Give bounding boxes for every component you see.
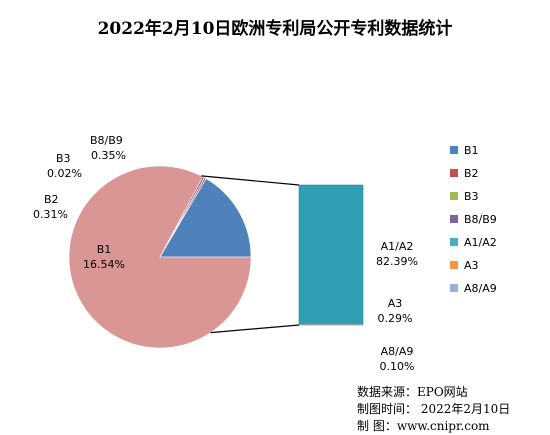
data-label-b1-value: 16.54% [83, 258, 125, 271]
legend-label-a8-a9: A8/A9 [464, 282, 497, 295]
legend-label-a3: A3 [464, 259, 479, 272]
legend-label-b3: B3 [464, 190, 479, 203]
legend-label-a1-a2: A1/A2 [464, 236, 497, 249]
data-label-b2-value: 0.31% [33, 208, 68, 221]
data-label-b8-b9-name: B8/B9 [90, 134, 123, 147]
plot-area: B1 16.54% B2 0.31% B3 0.02% B8/B9 0.35% A1/A2 82.… [33, 134, 418, 373]
source-note: 数据来源：EPO网站 制图时间： 2022年2月10日 制 图：www.cnip… [357, 384, 510, 433]
legend-label-b2: B2 [464, 167, 479, 180]
data-label-b3-name: B3 [56, 152, 71, 165]
connector-line-bottom [210, 324, 300, 334]
source-line-1: 数据来源：EPO网站 [357, 384, 468, 399]
legend-swatch-a8-a9 [450, 284, 458, 292]
chart-title: 2022年2月10日欧洲专利局公开专利数据统计 [98, 18, 453, 39]
data-label-a8-a9-value: 0.10% [380, 360, 415, 373]
legend-label-b1: B1 [464, 144, 479, 157]
data-label-a1-a2-value: 82.39% [376, 255, 418, 268]
connector-line-top [201, 175, 300, 186]
data-label-b1-name: B1 [97, 243, 112, 256]
data-label-a8-a9-name: A8/A9 [381, 345, 414, 358]
source-line-3: 制 图：www.cnipr.com [357, 419, 490, 433]
data-label-a1-a2-name: A1/A2 [381, 240, 414, 253]
data-label-a3-name: A3 [388, 297, 403, 310]
pie-slice-other [68, 165, 252, 349]
legend-swatch-b3 [450, 192, 458, 200]
data-label-b3-value: 0.02% [47, 167, 82, 180]
pie-slice-b1 [159, 178, 252, 258]
legend: B1 B2 B3 B8/B9 A1/A2 A3 A8/A9 [450, 144, 497, 295]
legend-swatch-b8-b9 [450, 215, 458, 223]
legend-swatch-a1-a2 [450, 238, 458, 246]
data-label-b8-b9-value: 0.35% [91, 149, 126, 162]
legend-swatch-b2 [450, 169, 458, 177]
legend-swatch-a3 [450, 261, 458, 269]
data-label-b2-name: B2 [44, 193, 59, 206]
legend-swatch-b1 [450, 146, 458, 154]
data-label-a3-value: 0.29% [378, 312, 413, 325]
bar-stack-a1-a2 [298, 184, 364, 326]
source-line-2: 制图时间： 2022年2月10日 [357, 402, 510, 416]
legend-label-b8-b9: B8/B9 [464, 213, 497, 226]
